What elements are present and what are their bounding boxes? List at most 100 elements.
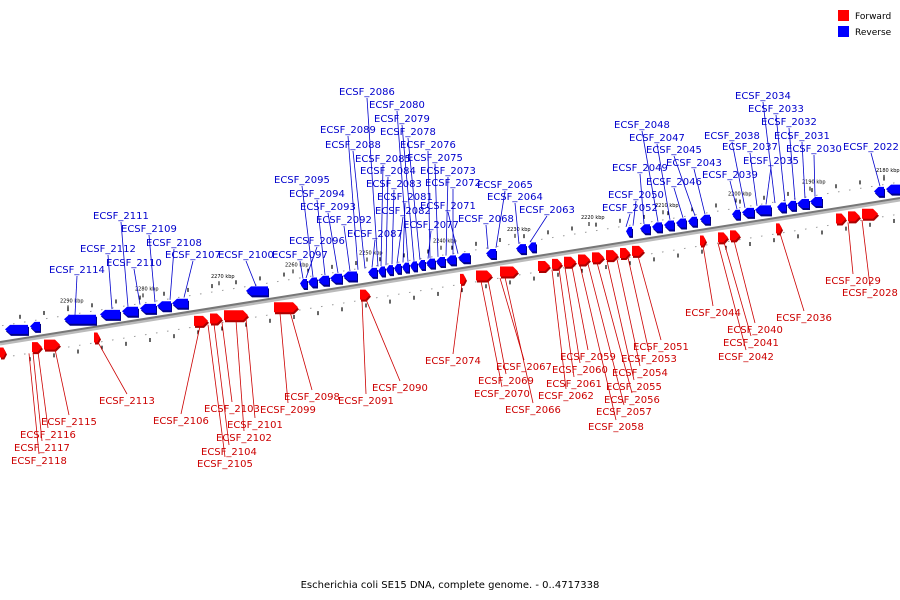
gene-label[interactable]: ECSF_2073 [420,166,476,177]
gene-arrow[interactable] [730,230,741,243]
gene-label[interactable]: ECSF_2053 [621,354,677,365]
gene-label[interactable]: ECSF_2114 [49,265,105,276]
gene-label[interactable]: ECSF_2028 [842,288,898,299]
gene-label[interactable]: ECSF_2046 [646,177,702,188]
gene-label[interactable]: ECSF_2063 [519,205,575,216]
gene-label[interactable]: ECSF_2054 [612,368,668,379]
gene-label[interactable]: ECSF_2056 [604,395,660,406]
gene-label[interactable]: ECSF_2095 [274,175,330,186]
gene-arrow[interactable] [632,245,645,258]
gene-arrow[interactable] [368,267,378,279]
gene-label[interactable]: ECSF_2099 [260,405,316,416]
gene-arrow[interactable] [0,347,7,360]
gene-arrow[interactable] [44,339,61,352]
gene-arrow[interactable] [776,223,783,236]
gene-label[interactable]: ECSF_2062 [538,391,594,402]
gene-arrow[interactable] [140,303,157,315]
gene-label[interactable]: ECSF_2065 [477,180,533,191]
gene-arrow[interactable] [538,260,551,273]
gene-arrow[interactable] [210,313,223,326]
gene-arrow[interactable] [300,278,308,290]
gene-arrow[interactable] [476,270,493,283]
gene-label[interactable]: ECSF_2048 [614,120,670,131]
gene-arrow[interactable] [224,310,249,323]
gene-arrow[interactable] [640,224,651,236]
gene-label[interactable]: ECSF_2091 [338,396,394,407]
gene-arrow[interactable] [578,254,591,267]
gene-label[interactable]: ECSF_2108 [146,238,202,249]
gene-arrow[interactable] [172,298,189,310]
gene-arrow[interactable] [592,252,605,265]
gene-label[interactable]: ECSF_2060 [552,365,608,376]
gene-arrow[interactable] [486,248,497,260]
gene-arrow[interactable] [402,262,410,274]
gene-arrow[interactable] [458,253,471,265]
gene-label[interactable]: ECSF_2055 [606,382,662,393]
gene-arrow[interactable] [516,244,527,256]
gene-arrow[interactable] [157,301,172,313]
gene-arrow[interactable] [308,277,318,289]
gene-label[interactable]: ECSF_2102 [216,433,272,444]
gene-label[interactable]: ECSF_2093 [300,202,356,213]
gene-label[interactable]: ECSF_2059 [560,352,616,363]
gene-label[interactable]: ECSF_2032 [761,117,817,128]
gene-label[interactable]: ECSF_2075 [407,153,463,164]
gene-arrow[interactable] [64,314,97,326]
gene-arrow[interactable] [848,211,861,224]
gene-arrow[interactable] [620,248,631,260]
gene-label[interactable]: ECSF_2080 [369,100,425,111]
gene-arrow[interactable] [652,222,663,234]
gene-label[interactable]: ECSF_2022 [843,142,899,153]
gene-arrow[interactable] [94,332,101,345]
gene-label[interactable]: ECSF_2110 [106,258,162,269]
gene-label[interactable]: ECSF_2051 [633,342,689,353]
gene-label[interactable]: ECSF_2069 [478,376,534,387]
gene-arrow[interactable] [32,342,43,355]
gene-arrow[interactable] [100,309,121,321]
gene-arrow[interactable] [436,257,446,269]
gene-label[interactable]: ECSF_2081 [377,192,433,203]
gene-arrow[interactable] [664,220,675,232]
gene-label[interactable]: ECSF_2107 [165,250,221,261]
gene-label[interactable]: ECSF_2072 [425,178,481,189]
gene-label[interactable]: ECSF_2043 [666,158,722,169]
gene-arrow[interactable] [688,216,698,228]
gene-arrow[interactable] [274,302,299,315]
gene-label[interactable]: ECSF_2111 [93,211,149,222]
gene-arrow[interactable] [676,218,687,230]
gene-label[interactable]: ECSF_2071 [420,201,476,212]
gene-arrow[interactable] [564,256,577,269]
gene-label[interactable]: ECSF_2118 [11,456,67,467]
gene-arrow[interactable] [700,235,707,248]
gene-label[interactable]: ECSF_2037 [722,142,778,153]
gene-arrow[interactable] [862,208,879,221]
gene-arrow[interactable] [378,266,386,278]
gene-label[interactable]: ECSF_2085 [355,154,411,165]
gene-label[interactable]: ECSF_2089 [320,125,376,136]
gene-label[interactable]: ECSF_2040 [727,325,783,336]
gene-arrow[interactable] [446,255,457,267]
gene-arrow[interactable] [886,184,900,196]
gene-label[interactable]: ECSF_2045 [646,145,702,156]
gene-label[interactable]: ECSF_2084 [360,166,416,177]
gene-label[interactable]: ECSF_2047 [629,133,685,144]
gene-label[interactable]: ECSF_2044 [685,308,741,319]
gene-label[interactable]: ECSF_2076 [400,140,456,151]
gene-arrow[interactable] [246,286,269,298]
gene-arrow[interactable] [330,273,343,285]
gene-label[interactable]: ECSF_2049 [612,163,668,174]
gene-label[interactable]: ECSF_2050 [608,190,664,201]
gene-arrow[interactable] [700,214,711,226]
gene-label[interactable]: ECSF_2115 [41,417,97,428]
gene-label[interactable]: ECSF_2029 [825,276,881,287]
gene-label[interactable]: ECSF_2035 [743,156,799,167]
gene-label[interactable]: ECSF_2057 [596,407,652,418]
gene-label[interactable]: ECSF_2086 [339,87,395,98]
gene-label[interactable]: ECSF_2092 [316,215,372,226]
gene-label[interactable]: ECSF_2058 [588,422,644,433]
gene-label[interactable]: ECSF_2052 [602,203,658,214]
gene-label[interactable]: ECSF_2112 [80,244,136,255]
gene-label[interactable]: ECSF_2036 [776,313,832,324]
gene-arrow[interactable] [343,271,358,283]
gene-label[interactable]: ECSF_2113 [99,396,155,407]
